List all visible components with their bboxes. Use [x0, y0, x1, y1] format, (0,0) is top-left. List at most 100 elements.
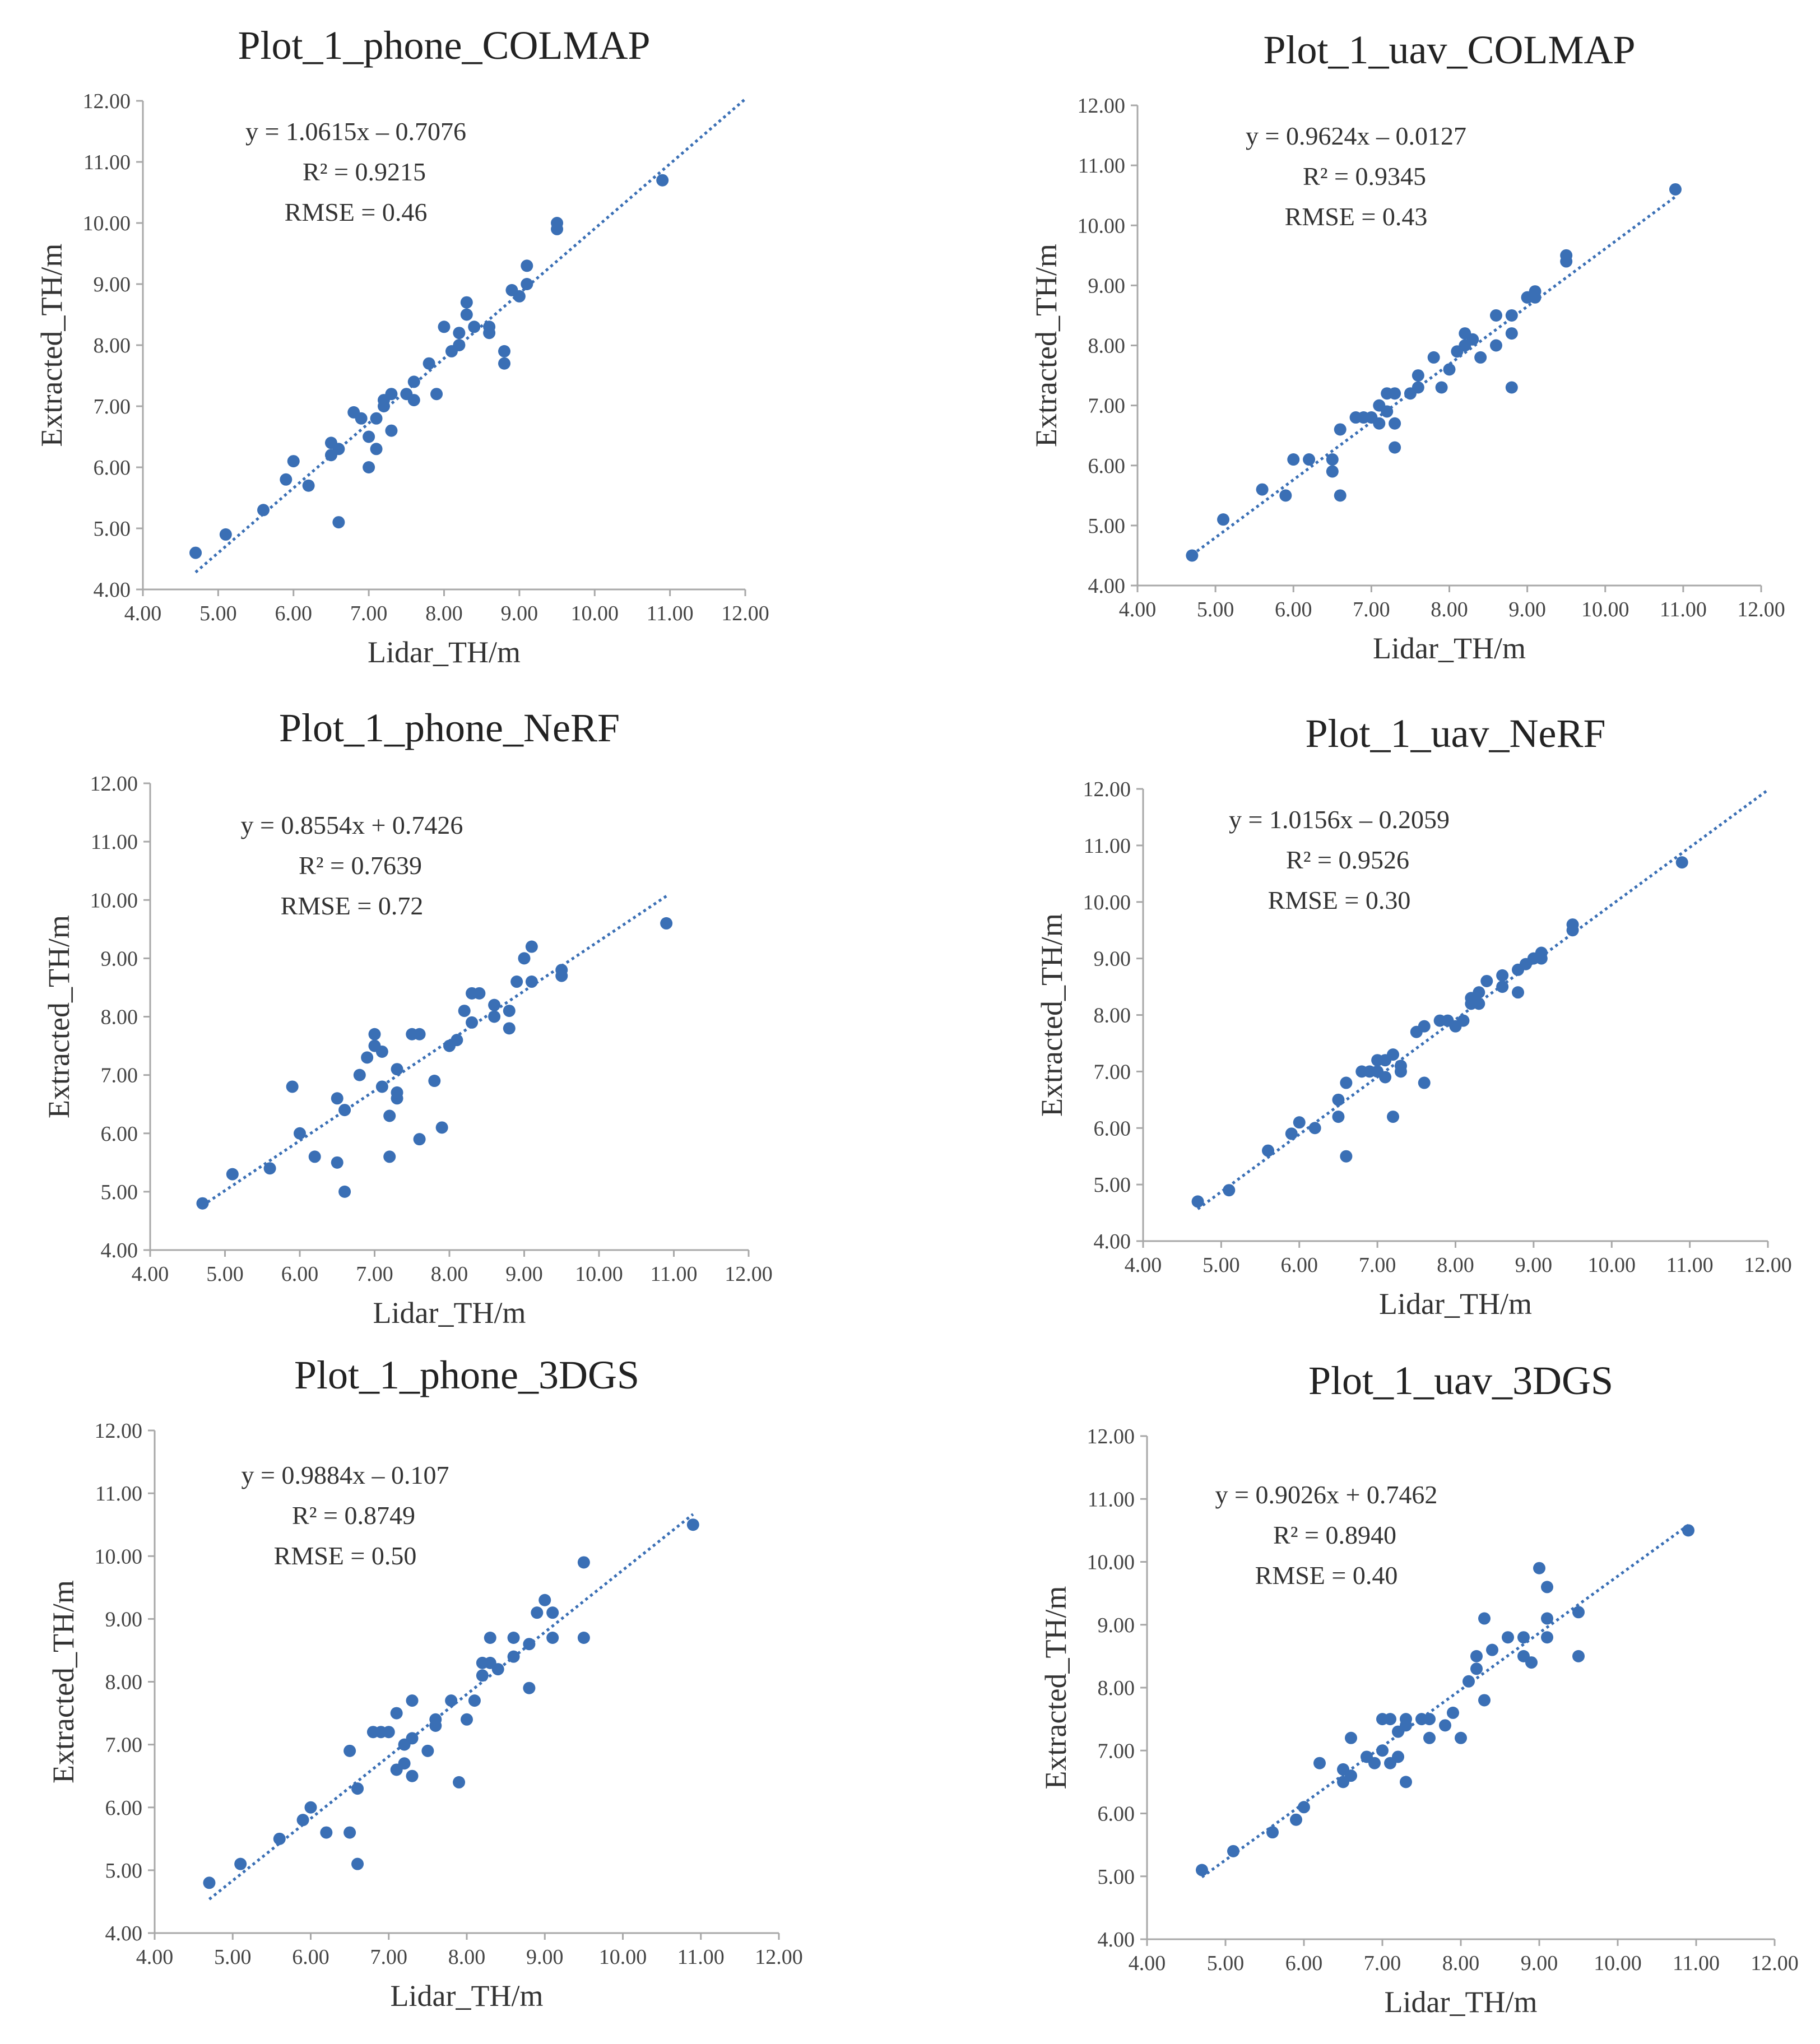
- rmse-value: RMSE = 0.40: [1255, 1561, 1398, 1590]
- data-point: [203, 1876, 216, 1889]
- data-point: [1423, 1731, 1436, 1744]
- data-point: [351, 1782, 364, 1795]
- data-point: [1418, 1076, 1431, 1089]
- y-tick-label: 4.00: [1088, 574, 1126, 598]
- x-tick-label: 10.00: [1588, 1253, 1636, 1277]
- x-tick-label: 9.00: [526, 1945, 564, 1969]
- data-point: [546, 1606, 559, 1619]
- data-point: [1345, 1731, 1357, 1744]
- panel-uav_nerf: Plot_1_uav_NeRF 4.00 5.00 6.00 7.00 8.00 9.00 1…: [1035, 711, 1792, 1321]
- data-point: [1473, 997, 1485, 1010]
- data-point: [385, 388, 398, 401]
- data-point: [343, 1826, 356, 1839]
- data-point: [1470, 1662, 1483, 1675]
- y-tick-label: 8.00: [1098, 1676, 1135, 1700]
- rmse-value: RMSE = 0.72: [281, 891, 424, 920]
- data-point: [383, 1150, 396, 1163]
- data-point: [1387, 1111, 1399, 1123]
- data-point: [1340, 1150, 1353, 1163]
- data-point: [343, 1744, 356, 1757]
- y-axis-label: Extracted_TH/m: [1029, 244, 1063, 447]
- data-point: [1489, 339, 1502, 352]
- y-tick-label: 9.00: [1094, 947, 1131, 971]
- data-point: [1376, 1744, 1389, 1757]
- data-point: [1223, 1184, 1236, 1197]
- data-point: [398, 1757, 411, 1770]
- data-point: [521, 278, 533, 290]
- x-tick-label: 5.00: [206, 1262, 244, 1286]
- x-axis-label: Lidar_TH/m: [1385, 1985, 1538, 2019]
- trend-equation: y = 0.9884x – 0.107: [242, 1461, 449, 1489]
- data-point: [370, 443, 383, 456]
- data-point: [332, 516, 345, 529]
- x-tick-label: 7.00: [356, 1262, 393, 1286]
- chart-title: Plot_1_uav_3DGS: [1308, 1358, 1613, 1403]
- data-point: [555, 969, 568, 982]
- y-tick-label: 4.00: [105, 1922, 143, 1945]
- y-tick-label: 8.00: [1088, 335, 1126, 358]
- rmse-value: RMSE = 0.46: [285, 198, 428, 226]
- data-point: [234, 1857, 247, 1870]
- r-squared: R² = 0.9526: [1286, 846, 1409, 874]
- x-tick-label: 8.00: [1431, 598, 1468, 621]
- data-point: [1533, 1562, 1545, 1574]
- data-point: [1496, 981, 1509, 993]
- data-point: [445, 1694, 458, 1707]
- y-tick-label: 7.00: [101, 1064, 138, 1088]
- data-point: [523, 1638, 536, 1651]
- x-tick-label: 7.00: [370, 1945, 408, 1969]
- panel-phone_colmap: Plot_1_phone_COLMAP 4.00 5.00 6.00 7.00 8.00 9…: [35, 23, 769, 669]
- x-tick-label: 12.00: [1737, 598, 1785, 621]
- data-point: [1443, 363, 1456, 376]
- x-tick-label: 5.00: [214, 1945, 252, 1969]
- y-tick-label: 11.00: [83, 151, 131, 174]
- data-point: [1256, 483, 1269, 496]
- data-point: [226, 1168, 239, 1181]
- data-point: [451, 1034, 463, 1047]
- x-tick-label: 11.00: [650, 1262, 697, 1286]
- data-point: [1505, 309, 1518, 322]
- data-point: [521, 259, 533, 272]
- data-point: [660, 917, 673, 930]
- y-tick-label: 12.00: [83, 90, 131, 113]
- data-point: [503, 1022, 516, 1035]
- r-squared: R² = 0.8940: [1273, 1521, 1396, 1549]
- x-tick-label: 9.00: [1521, 1952, 1558, 1975]
- chart-title: Plot_1_phone_NeRF: [279, 705, 620, 750]
- y-tick-label: 12.00: [90, 772, 138, 796]
- data-point: [1279, 489, 1292, 502]
- x-tick-label: 6.00: [275, 602, 313, 625]
- trend-equation: y = 1.0156x – 0.2059: [1229, 805, 1450, 834]
- x-tick-label: 10.00: [599, 1945, 647, 1969]
- y-axis-label: Extracted_TH/m: [35, 244, 68, 447]
- data-point: [1566, 924, 1579, 937]
- y-tick-label: 8.00: [105, 1671, 143, 1694]
- x-tick-label: 7.00: [1359, 1253, 1396, 1277]
- data-point: [1535, 952, 1548, 965]
- data-point: [1400, 1713, 1412, 1726]
- data-point: [1572, 1650, 1585, 1662]
- data-point: [1418, 1020, 1431, 1033]
- x-axis-label: Lidar_TH/m: [368, 635, 521, 669]
- data-point: [413, 1133, 426, 1146]
- data-point: [1423, 1713, 1436, 1726]
- data-point: [363, 461, 375, 473]
- x-tick-label: 12.00: [721, 602, 769, 625]
- data-point: [1326, 465, 1339, 478]
- y-tick-label: 10.00: [1083, 891, 1131, 914]
- data-point: [484, 1632, 496, 1645]
- data-point: [503, 1005, 516, 1018]
- data-point: [458, 1005, 471, 1018]
- data-point: [375, 1080, 388, 1093]
- y-tick-label: 9.00: [1088, 274, 1126, 298]
- data-point: [1384, 1713, 1396, 1726]
- data-point: [1308, 1122, 1321, 1135]
- data-point: [1517, 1631, 1530, 1644]
- data-point: [1669, 183, 1682, 196]
- x-tick-label: 7.00: [350, 602, 388, 625]
- y-axis-label: Extracted_TH/m: [1039, 1586, 1072, 1790]
- data-point: [468, 1694, 481, 1707]
- x-tick-label: 12.00: [1744, 1253, 1792, 1277]
- data-point: [391, 1063, 403, 1076]
